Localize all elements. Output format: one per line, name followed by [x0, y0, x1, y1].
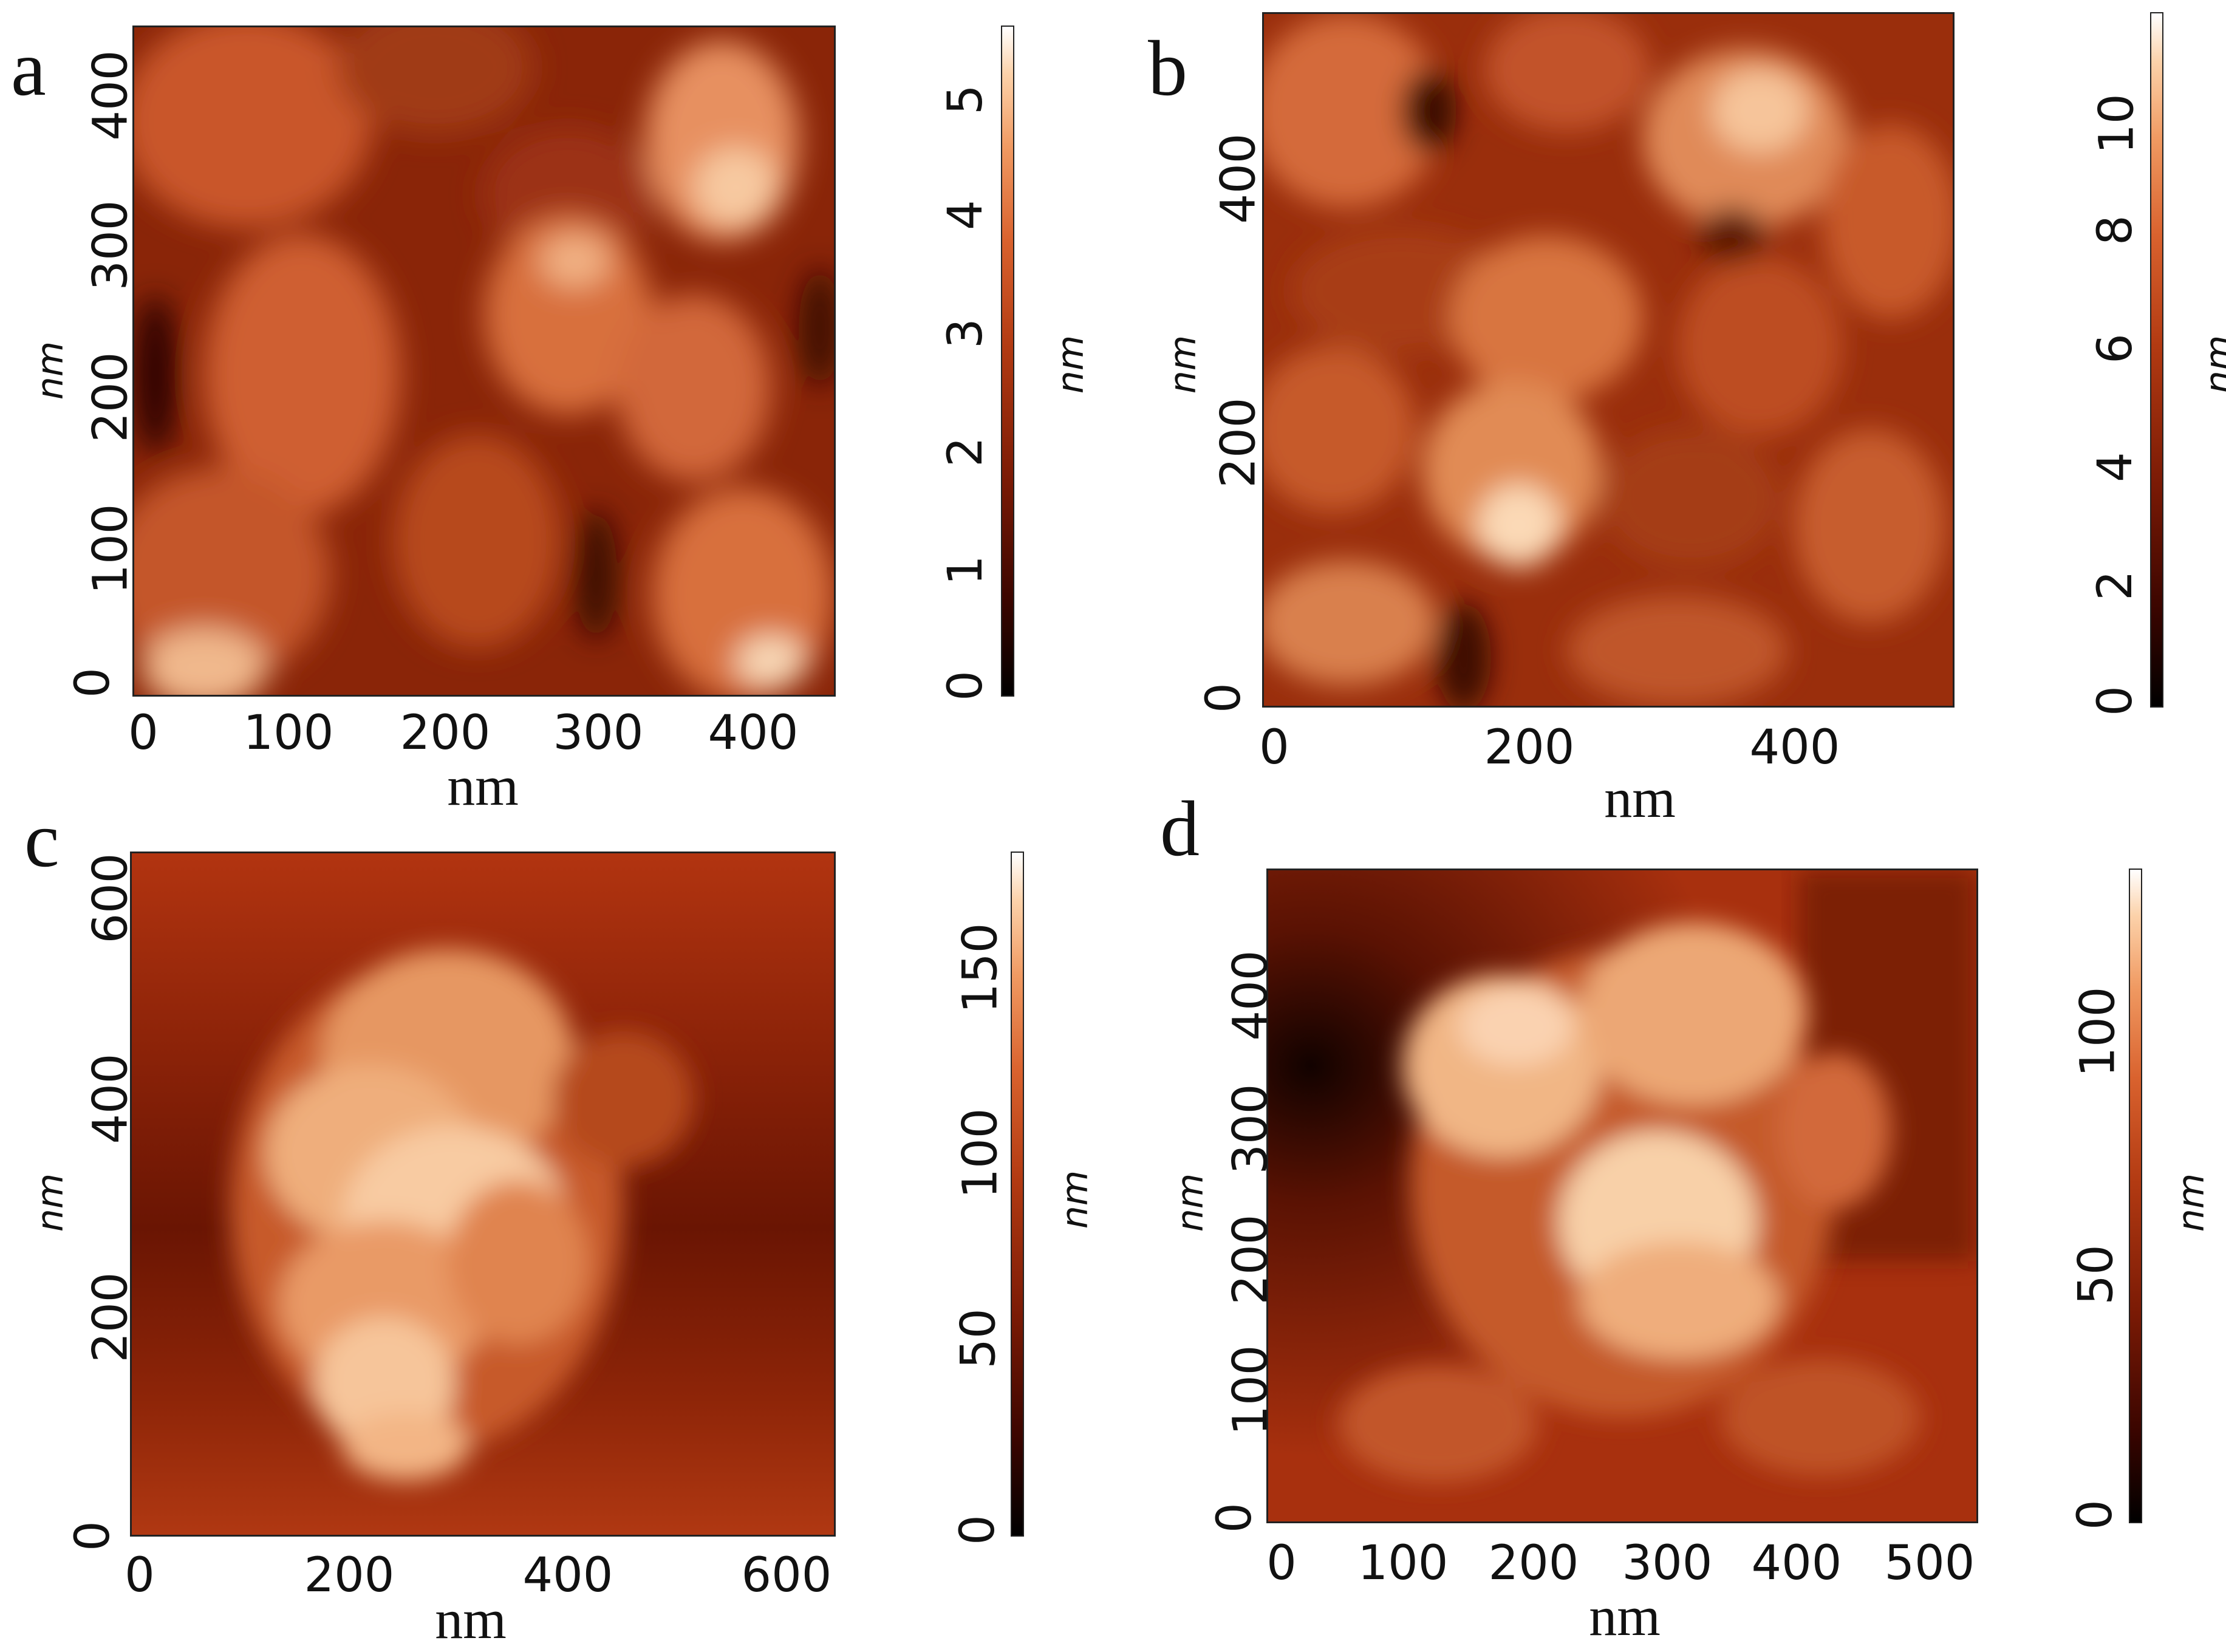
afm-image-b: [1262, 12, 1955, 708]
colorbar-unit: nm: [1054, 1170, 1097, 1229]
colorbar-b: [2150, 12, 2163, 708]
colorbar-tick: 0: [2088, 686, 2143, 716]
x-tick: 0: [125, 1548, 155, 1603]
afm-image-d: [1266, 869, 1978, 1523]
colorbar-c: [1011, 852, 1024, 1537]
y-axis-title: nm: [29, 341, 72, 400]
colorbar-tick: 10: [2089, 94, 2145, 154]
colorbar-tick: 100: [953, 1108, 1008, 1199]
x-tick: 300: [553, 706, 644, 760]
y-tick: 100: [83, 503, 138, 595]
x-tick: 400: [1751, 1536, 1842, 1591]
colorbar-tick: 0: [938, 671, 993, 701]
colorbar-unit: nm: [2197, 335, 2226, 394]
colorbar-a: [1001, 26, 1014, 697]
y-tick: 0: [65, 1521, 120, 1551]
afm-image-a: [132, 26, 836, 697]
x-tick: 0: [1259, 720, 1289, 775]
colorbar-tick: 100: [2071, 986, 2126, 1077]
colorbar-tick: 6: [2088, 333, 2143, 364]
colorbar-tick: 150: [953, 923, 1008, 1014]
x-tick: 200: [1484, 720, 1575, 775]
x-tick: 400: [522, 1548, 613, 1603]
x-tick: 200: [304, 1548, 395, 1603]
panel-label-c: c: [24, 796, 60, 884]
panel-label-a: a: [11, 25, 46, 112]
x-axis-title: nm: [1589, 1585, 1661, 1647]
x-tick: 0: [1266, 1536, 1297, 1591]
colorbar-tick: 1: [938, 555, 993, 585]
y-tick: 400: [1211, 133, 1266, 224]
panel-label-b: b: [1148, 25, 1187, 112]
colorbar-tick: 0: [2067, 1500, 2123, 1530]
x-tick: 200: [1488, 1536, 1579, 1591]
colorbar-tick: 0: [950, 1515, 1005, 1545]
y-tick: 600: [83, 853, 138, 944]
x-tick: 400: [708, 706, 799, 760]
x-tick: 300: [1622, 1536, 1713, 1591]
x-tick: 100: [243, 706, 334, 760]
afm-image-c: [130, 852, 836, 1537]
y-tick: 200: [1211, 397, 1266, 488]
x-tick: 100: [1357, 1536, 1449, 1591]
x-axis-title: nm: [447, 755, 519, 817]
y-tick: 100: [1223, 1345, 1279, 1436]
y-tick: 200: [83, 352, 138, 443]
y-tick: 300: [83, 200, 138, 291]
x-axis-title: nm: [1604, 767, 1676, 829]
colorbar-tick: 5: [938, 84, 993, 115]
panel-label-d: d: [1160, 785, 1200, 873]
y-axis-title: nm: [1162, 335, 1205, 394]
colorbar-d: [2129, 869, 2142, 1523]
y-tick: 300: [1223, 1084, 1279, 1175]
x-tick: 500: [1884, 1536, 1975, 1591]
x-axis-title: nm: [435, 1588, 507, 1650]
colorbar-tick: 2: [938, 437, 993, 467]
colorbar-tick: 8: [2088, 215, 2143, 245]
colorbar-tick: 50: [951, 1308, 1006, 1369]
x-tick: 200: [400, 706, 491, 760]
colorbar-tick: 3: [938, 318, 993, 349]
y-tick: 0: [65, 667, 120, 698]
y-tick: 200: [83, 1272, 138, 1363]
y-axis-title: nm: [29, 1173, 72, 1232]
colorbar-unit: nm: [1050, 335, 1093, 394]
y-tick: 400: [83, 50, 138, 141]
colorbar-unit: nm: [2170, 1173, 2213, 1232]
y-tick: 200: [1223, 1214, 1279, 1305]
y-tick: 0: [1207, 1503, 1262, 1533]
y-axis-title: nm: [1169, 1173, 1212, 1232]
colorbar-tick: 4: [938, 200, 993, 230]
colorbar-tick: 4: [2088, 452, 2143, 482]
x-tick: 600: [741, 1548, 832, 1603]
y-tick: 400: [83, 1053, 138, 1144]
colorbar-tick: 2: [2088, 570, 2143, 601]
x-tick: 400: [1749, 720, 1840, 775]
y-tick: 0: [1196, 683, 1251, 713]
y-tick: 400: [1223, 950, 1279, 1041]
x-tick: 0: [128, 706, 159, 760]
colorbar-tick: 50: [2069, 1244, 2124, 1305]
